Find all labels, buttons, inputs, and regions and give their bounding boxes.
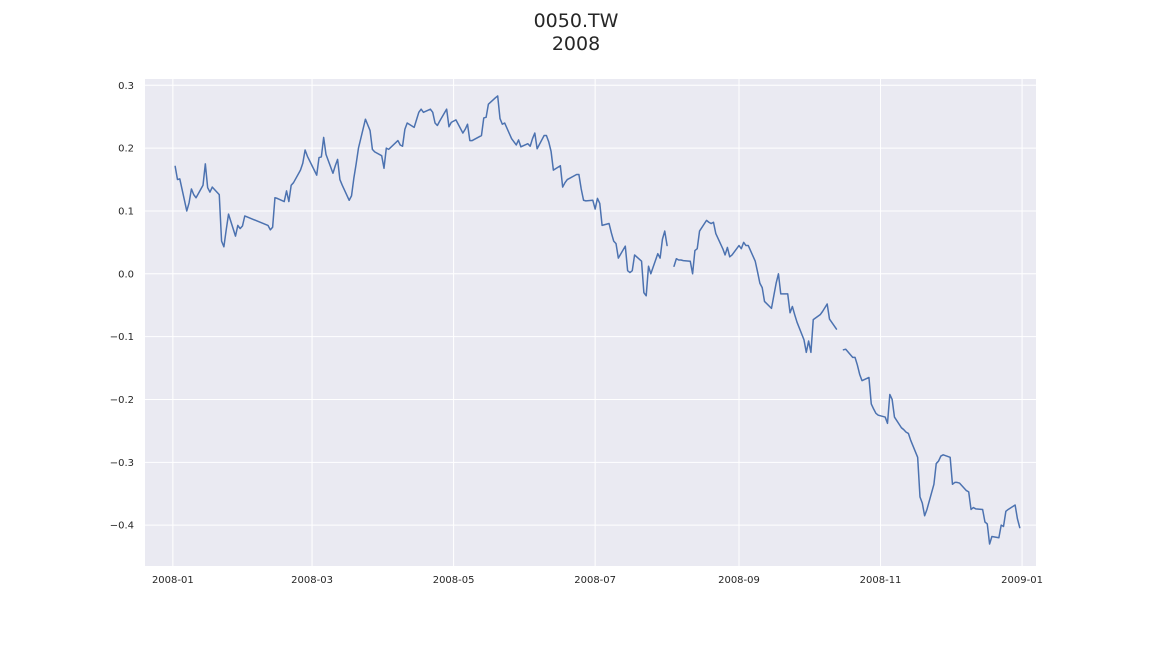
series-line xyxy=(673,219,838,354)
x-tick-label: 2008-03 xyxy=(291,575,333,586)
x-tick-label: 2008-07 xyxy=(574,575,616,586)
y-tick-label: −0.1 xyxy=(110,332,134,343)
y-tick-label: −0.4 xyxy=(110,521,134,532)
x-tick-label: 2009-01 xyxy=(1001,575,1043,586)
x-tick-label: 2008-09 xyxy=(718,575,760,586)
plot-background xyxy=(145,79,1036,566)
y-tick-label: 0.3 xyxy=(118,81,134,92)
y-tick-label: 0.2 xyxy=(118,144,134,155)
series-line xyxy=(842,348,1021,545)
y-tick-label: −0.3 xyxy=(110,458,134,469)
y-tick-label: 0.0 xyxy=(118,269,134,280)
chart-title: 0050.TW xyxy=(533,10,619,32)
y-tick-label: 0.1 xyxy=(118,206,134,217)
chart-subtitle: 2008 xyxy=(551,33,601,55)
x-tick-label: 2008-01 xyxy=(152,575,194,586)
x-tick-label: 2008-05 xyxy=(433,575,475,586)
x-tick-label: 2008-11 xyxy=(860,575,902,586)
y-tick-label: −0.2 xyxy=(110,395,134,406)
series-line xyxy=(174,95,668,297)
